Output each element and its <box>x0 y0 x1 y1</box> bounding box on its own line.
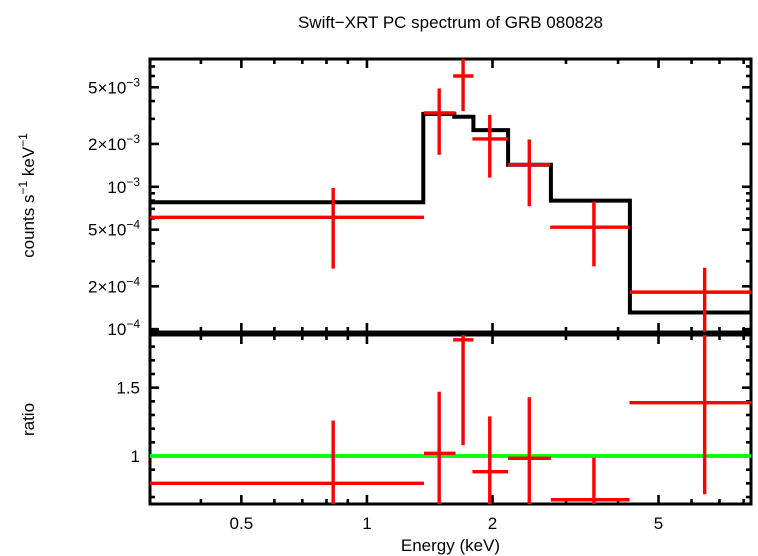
panel-frames <box>148 57 753 506</box>
ratio-data-point <box>508 397 551 504</box>
y-tick-label: 5×10−3 <box>88 75 140 97</box>
y-tick-label: 1.5 <box>116 379 140 398</box>
spectrum-data-point <box>629 267 751 332</box>
ratio-data-point <box>629 335 751 495</box>
y-tick-label: 5×10−4 <box>88 218 140 240</box>
axis-ticks <box>150 59 751 504</box>
spectrum-data-point <box>453 59 474 112</box>
ratio-data-point <box>150 420 424 504</box>
y-tick-label: 2×10−3 <box>88 132 140 154</box>
y-tick-label: 1 <box>131 447 140 466</box>
x-tick-label: 2 <box>488 514 497 533</box>
ratio-data-point <box>453 335 474 446</box>
spectrum-data-point <box>150 188 424 269</box>
ratio-data-group <box>150 335 751 504</box>
model-step-line <box>150 111 751 315</box>
spectrum-data-point <box>472 114 509 178</box>
ratio-data-point <box>550 457 630 504</box>
spectrum-data-point <box>423 88 456 155</box>
x-tick-label: 5 <box>654 514 663 533</box>
model-group <box>150 111 751 315</box>
y-tick-label: 10−4 <box>107 317 140 339</box>
x-tick-label: 0.5 <box>230 514 254 533</box>
x-tick-label: 1 <box>362 514 371 533</box>
y-tick-label: 2×10−4 <box>88 274 140 296</box>
spectrum-data-point <box>508 139 551 207</box>
ratio-data-point <box>423 391 456 504</box>
x-axis-title: Energy (keV) <box>401 536 500 555</box>
y-axis-title-ratio: ratio <box>19 403 38 436</box>
top-panel-frame <box>148 57 753 334</box>
y-axis-title-counts: counts s−1 keV−1 <box>16 133 38 258</box>
ratio-data-point <box>472 416 509 504</box>
ratio-panel-frame <box>148 333 753 506</box>
y-tick-label: 10−3 <box>107 175 140 197</box>
chart-title: Swift−XRT PC spectrum of GRB 080828 <box>297 13 604 32</box>
spectrum-data-group <box>150 59 751 332</box>
axis-labels: 0.5 1 2 5 5×10−3 2×10−3 10−3 5×10−4 2×10−4 10−4 1.… <box>16 75 663 555</box>
spectrum-data-point <box>550 201 630 267</box>
